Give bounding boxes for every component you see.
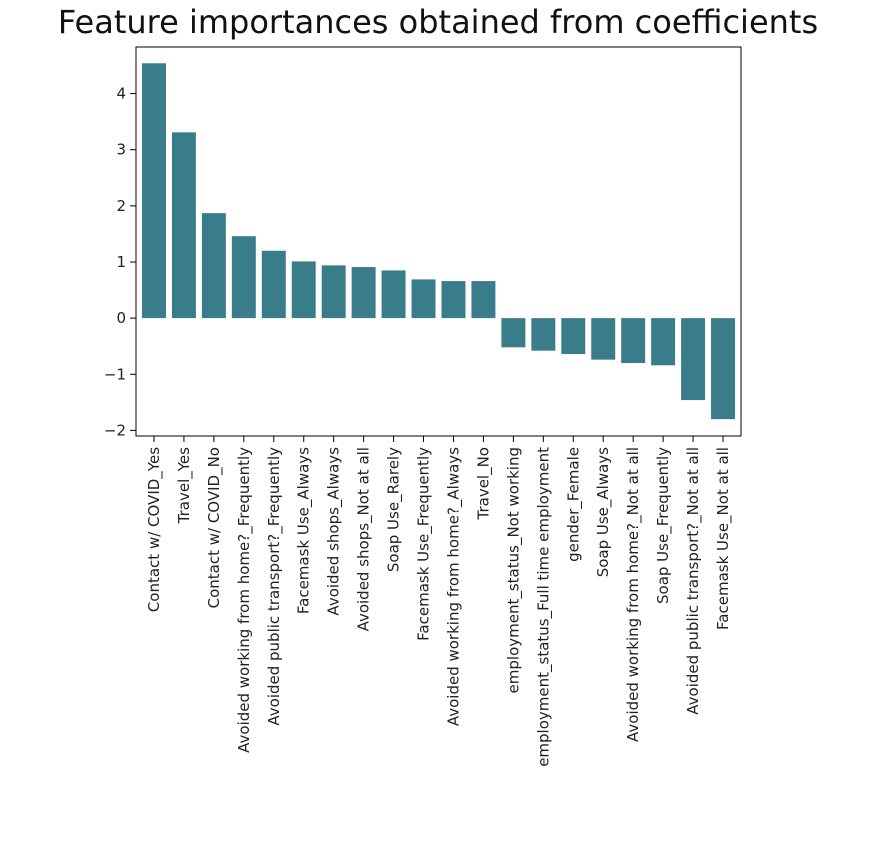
x-tick-label-18: Soap Use_Frequently xyxy=(654,447,673,604)
bar-5 xyxy=(261,250,286,319)
bar-14 xyxy=(531,318,556,351)
plot-frame xyxy=(135,46,742,437)
x-tick-label-19: Avoided public transport?_Not at all xyxy=(684,447,703,715)
y-tick-label-5: 2 xyxy=(116,197,126,215)
y-tick-label-1: −2 xyxy=(104,421,126,439)
y-tick-label-7: 4 xyxy=(116,85,126,103)
x-tick-label-4: Avoided working from home?_Frequently xyxy=(235,447,254,753)
bar-6 xyxy=(291,261,316,319)
bar-16 xyxy=(591,318,616,360)
bar-2 xyxy=(171,132,196,319)
bar-3 xyxy=(201,213,226,319)
bar-8 xyxy=(351,267,376,319)
x-tick-label-6: Facemask Use_Always xyxy=(295,447,314,614)
bar-15 xyxy=(561,318,586,355)
x-tick-label-11: Avoided working from home?_Always xyxy=(444,447,463,726)
x-tick-label-15: gender_Female xyxy=(564,447,583,562)
bar-1 xyxy=(141,63,166,319)
bar-20 xyxy=(711,318,736,420)
bar-11 xyxy=(441,281,466,319)
x-tick-label-8: Avoided shops_Not at all xyxy=(355,447,374,631)
y-tick-label-3: 0 xyxy=(116,309,126,327)
y-tick-label-4: 1 xyxy=(116,253,126,271)
x-tick-label-16: Soap Use_Always xyxy=(594,447,613,577)
bars-group xyxy=(141,63,736,420)
x-tick-label-14: employment_status_Full time employment xyxy=(534,447,553,767)
bar-17 xyxy=(621,318,646,364)
x-tick-label-13: employment_status_Not working xyxy=(504,447,523,693)
bar-7 xyxy=(321,265,346,319)
x-tick-label-12: Travel_No xyxy=(474,447,493,520)
chart-title: Feature importances obtained from coeffi… xyxy=(57,3,819,41)
y-tick-label-6: 3 xyxy=(116,141,126,159)
x-tick-label-2: Travel_Yes xyxy=(175,447,194,524)
x-tick-label-1: Contact w/ COVID_Yes xyxy=(145,447,164,612)
y-axis: −2 −1 0 1 2 3 4 xyxy=(104,85,136,439)
bar-12 xyxy=(471,281,496,319)
x-tick-label-5: Avoided public transport?_Frequently xyxy=(265,447,284,726)
x-axis: Contact w/ COVID_Yes Travel_Yes Contact w/… xyxy=(145,436,733,767)
bar-18 xyxy=(651,318,676,366)
x-tick-label-20: Facemask Use_Not at all xyxy=(714,447,733,630)
bar-13 xyxy=(501,318,526,348)
x-tick-label-9: Soap Use_Rarely xyxy=(385,447,404,572)
x-tick-label-7: Avoided shops_Always xyxy=(325,447,344,616)
bar-9 xyxy=(381,270,406,319)
bar-10 xyxy=(411,279,436,319)
x-tick-label-10: Facemask Use_Frequently xyxy=(415,447,434,641)
x-tick-label-3: Contact w/ COVID_No xyxy=(205,447,224,608)
bar-19 xyxy=(681,318,706,401)
x-tick-label-17: Avoided working from home?_Not at all xyxy=(624,447,643,742)
bar-4 xyxy=(231,236,256,319)
y-tick-label-2: −1 xyxy=(104,365,126,383)
